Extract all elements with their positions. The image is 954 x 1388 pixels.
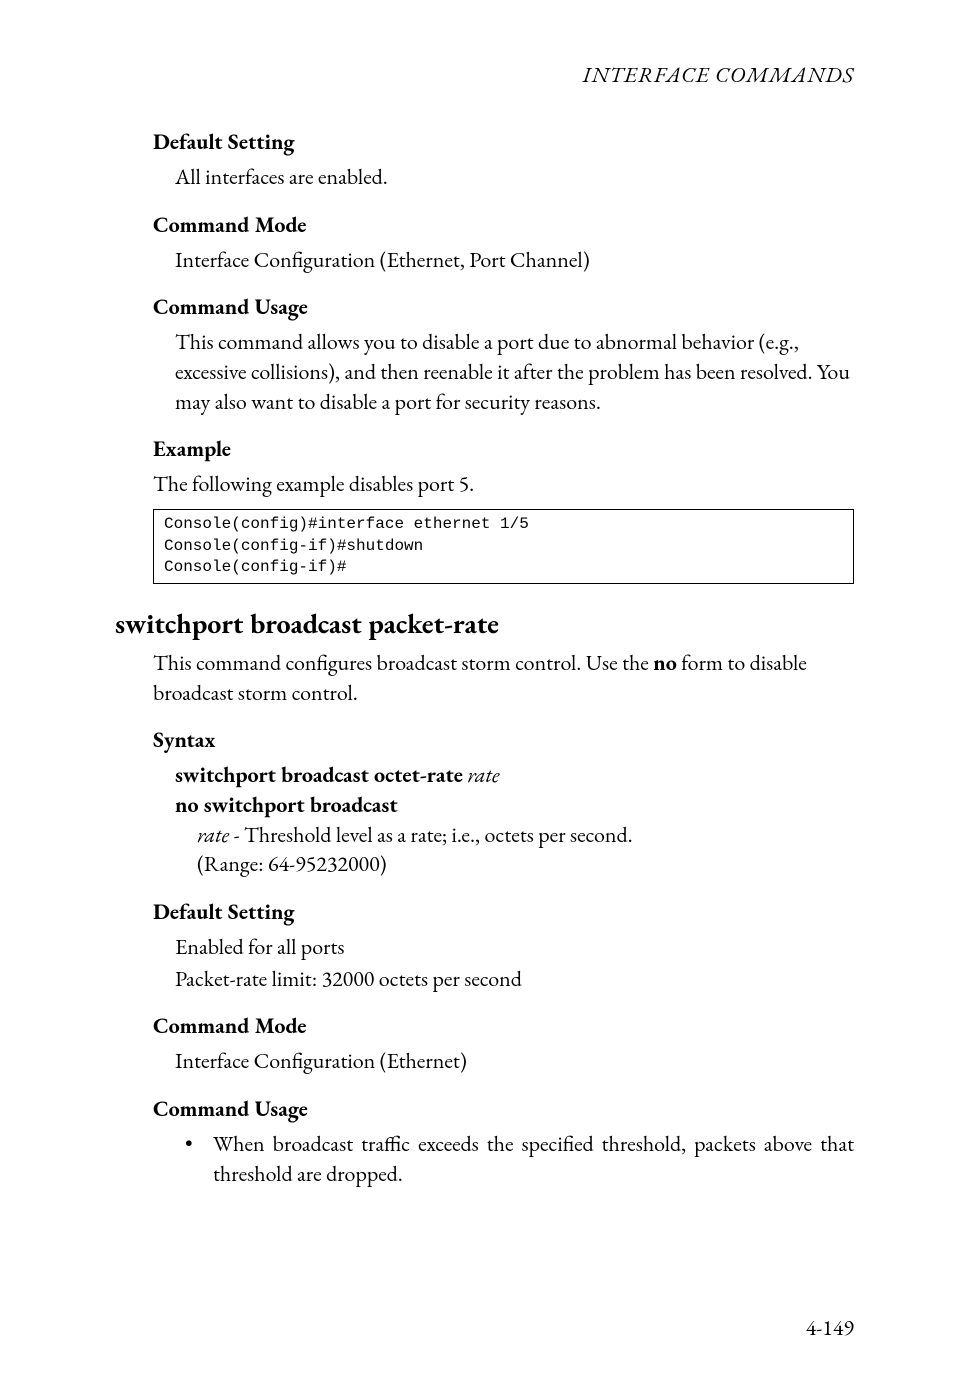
default-line-1: Enabled for all ports (175, 932, 854, 962)
page-number: 4-149 (806, 1313, 854, 1342)
intro-no-keyword: no (653, 648, 677, 677)
bullet-mark: • (185, 1129, 213, 1188)
syntax-line-2: no switchport broadcast (175, 790, 854, 820)
example-intro: The following example disables port 5. (153, 469, 854, 499)
default-setting-text-1: All interfaces are enabled. (175, 162, 854, 192)
command-usage-label-1: Command Usage (153, 292, 854, 321)
command-mode-label-1: Command Mode (153, 210, 854, 239)
command-mode-label-2: Command Mode (153, 1011, 854, 1040)
syntax-label: Syntax (153, 725, 854, 754)
running-header: INTERFACE COMMANDS (115, 60, 854, 89)
command-usage-text-1: This command allows you to disable a por… (175, 327, 854, 416)
param-rest: - Threshold level as a rate; i.e., octet… (229, 820, 633, 849)
syntax-line-1: switchport broadcast octet-rate rate (175, 760, 854, 790)
default-line-2: Packet-rate limit: 32000 octets per seco… (175, 964, 854, 994)
syntax1-ital: rate (467, 760, 499, 789)
command-usage-label-2: Command Usage (153, 1094, 854, 1123)
default-setting-label-2: Default Setting (153, 897, 854, 926)
usage-bullet-1: • When broadcast traffic exceeds the spe… (185, 1129, 854, 1188)
syntax2-bold: no switchport broadcast (175, 790, 398, 819)
param-range: (Range: 64-95232000) (197, 849, 854, 879)
param-line: rate - Threshold level as a rate; i.e., … (197, 820, 854, 850)
intro-part-a: This command configures broadcast storm … (153, 648, 653, 677)
code-block: Console(config)#interface ethernet 1/5 C… (153, 509, 854, 584)
syntax1-bold: switchport broadcast octet-rate (175, 760, 463, 789)
param-ital: rate (197, 820, 229, 849)
bullet-text: When broadcast traffic exceeds the speci… (213, 1129, 854, 1188)
command-mode-text-1: Interface Configuration (Ethernet, Port … (175, 245, 854, 275)
command-title: switchport broadcast packet-rate (115, 606, 854, 642)
command-mode-text-2: Interface Configuration (Ethernet) (175, 1046, 854, 1076)
example-label: Example (153, 434, 854, 463)
command-intro: This command configures broadcast storm … (153, 648, 854, 707)
default-setting-label-1: Default Setting (153, 127, 854, 156)
